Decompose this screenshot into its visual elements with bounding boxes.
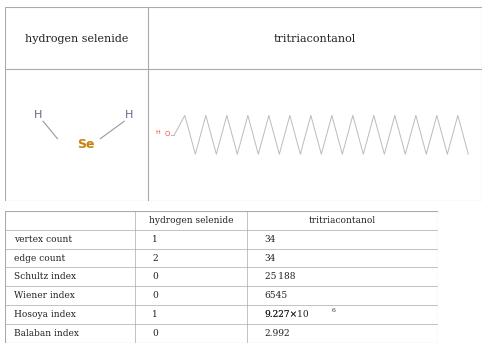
Text: hydrogen selenide: hydrogen selenide xyxy=(25,34,128,44)
Text: 9.227×10: 9.227×10 xyxy=(265,310,309,319)
Text: 0: 0 xyxy=(152,329,158,338)
Text: vertex count: vertex count xyxy=(14,235,72,244)
Text: 6545: 6545 xyxy=(265,291,288,300)
Text: Balaban index: Balaban index xyxy=(14,329,79,338)
Text: Wiener index: Wiener index xyxy=(14,291,74,300)
Text: edge count: edge count xyxy=(14,254,65,263)
Text: 1: 1 xyxy=(152,235,158,244)
Text: O: O xyxy=(165,131,170,137)
Text: hydrogen selenide: hydrogen selenide xyxy=(149,216,233,225)
Text: H: H xyxy=(125,110,133,120)
Text: 34: 34 xyxy=(265,254,276,263)
Text: H: H xyxy=(34,110,42,120)
Text: Se: Se xyxy=(77,138,95,151)
Text: 9.227×: 9.227× xyxy=(265,310,298,319)
Text: 2.992: 2.992 xyxy=(265,329,290,338)
Text: 1: 1 xyxy=(152,310,158,319)
Text: 34: 34 xyxy=(265,235,276,244)
Text: 0: 0 xyxy=(152,291,158,300)
Text: tritriacontanol: tritriacontanol xyxy=(274,34,356,44)
Text: Hosoya index: Hosoya index xyxy=(14,310,75,319)
Text: 6: 6 xyxy=(332,309,336,313)
Text: tritriacontanol: tritriacontanol xyxy=(309,216,376,225)
Text: 2: 2 xyxy=(152,254,158,263)
Text: 0: 0 xyxy=(152,272,158,281)
Text: Schultz index: Schultz index xyxy=(14,272,76,281)
Text: 25 188: 25 188 xyxy=(265,272,295,281)
Text: H: H xyxy=(155,130,160,135)
